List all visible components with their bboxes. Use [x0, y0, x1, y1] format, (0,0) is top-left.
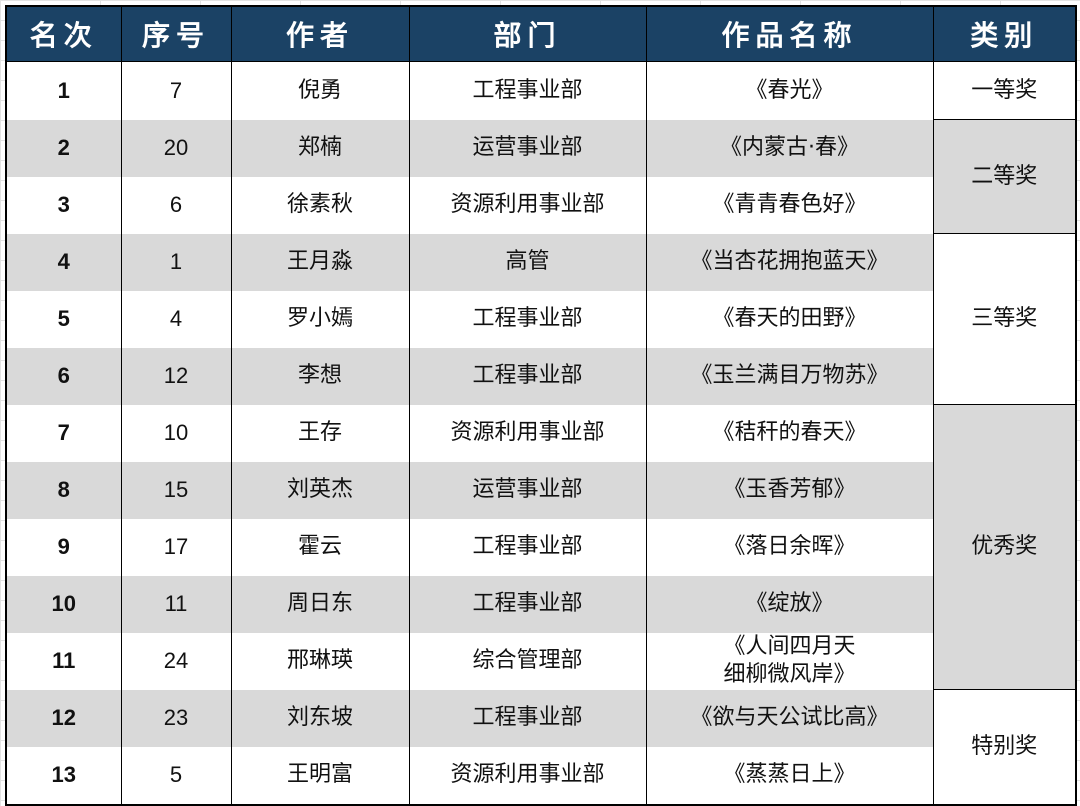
table-row: 4 1 王月淼 高管 《当杏花拥抱蓝天》 三等奖 [5, 233, 1077, 405]
table-row: 13 5 王明富 资源利用事业部 《蒸蒸日上》 [5, 746, 1076, 805]
category-cell: 二等奖 [932, 119, 1077, 234]
work-title-cell: 《欲与天公试比高》 [645, 689, 934, 747]
work-title-cell: 《人间四月天 细柳微风岸》 [645, 632, 934, 690]
department-cell: 高管 [408, 233, 647, 291]
author-cell: 霍云 [230, 518, 410, 576]
number-cell: 24 [120, 632, 232, 690]
department-cell: 工程事业部 [408, 689, 647, 747]
rank-cell: 1 [5, 61, 122, 120]
rank-cell: 12 [5, 689, 122, 747]
rank-cell: 2 [5, 119, 122, 177]
author-cell: 刘英杰 [230, 461, 410, 519]
category-cell: 优秀奖 [932, 404, 1077, 690]
header-department: 部门 [408, 6, 647, 62]
table-row: 7 10 王存 资源利用事业部 《秸秆的春天》 优秀奖 [5, 404, 1077, 690]
work-title-cell: 《春光》 [645, 61, 934, 120]
rank-cell: 5 [5, 290, 122, 348]
work-title-cell: 《玉兰满目万物苏》 [645, 347, 934, 405]
author-cell: 王存 [230, 404, 410, 462]
rank-cell: 6 [5, 347, 122, 405]
header-row: 名次 序号 作者 部门 作品名称 类别 [5, 6, 1077, 62]
author-cell: 李想 [230, 347, 410, 405]
number-cell: 17 [120, 518, 232, 576]
author-cell: 徐素秋 [230, 176, 410, 234]
author-cell: 倪勇 [230, 61, 410, 120]
department-cell: 运营事业部 [408, 461, 647, 519]
work-title-cell: 《绽放》 [645, 575, 934, 633]
department-cell: 工程事业部 [408, 61, 647, 120]
header-rank: 名次 [5, 6, 122, 62]
number-cell: 11 [120, 575, 232, 633]
rank-cell: 8 [5, 461, 122, 519]
number-cell: 15 [120, 461, 232, 519]
department-cell: 工程事业部 [408, 290, 647, 348]
department-cell: 工程事业部 [408, 575, 647, 633]
work-title-cell: 《春天的田野》 [645, 290, 934, 348]
number-cell: 1 [120, 233, 232, 291]
header-number: 序号 [120, 6, 232, 62]
department-cell: 综合管理部 [408, 632, 647, 690]
department-cell: 运营事业部 [408, 119, 647, 177]
author-cell: 郑楠 [230, 119, 410, 177]
number-cell: 6 [120, 176, 232, 234]
author-cell: 王月淼 [230, 233, 410, 291]
category-cell: 一等奖 [932, 61, 1077, 120]
number-cell: 12 [120, 347, 232, 405]
department-cell: 资源利用事业部 [408, 404, 647, 462]
header-author: 作者 [230, 6, 410, 62]
number-cell: 23 [120, 689, 232, 747]
author-cell: 周日东 [230, 575, 410, 633]
table-row: 6 12 李想 工程事业部 《玉兰满目万物苏》 [5, 347, 1076, 405]
rank-cell: 11 [5, 632, 122, 690]
number-cell: 10 [120, 404, 232, 462]
rank-cell: 13 [5, 746, 122, 805]
department-cell: 工程事业部 [408, 347, 647, 405]
author-cell: 邢琳瑛 [230, 632, 410, 690]
number-cell: 4 [120, 290, 232, 348]
table-row: 8 15 刘英杰 运营事业部 《玉香芳郁》 [5, 461, 1076, 519]
work-title-cell: 《青青春色好》 [645, 176, 934, 234]
department-cell: 工程事业部 [408, 518, 647, 576]
work-title-cell: 《落日余晖》 [645, 518, 934, 576]
number-cell: 20 [120, 119, 232, 177]
rank-cell: 4 [5, 233, 122, 291]
author-cell: 刘东坡 [230, 689, 410, 747]
author-cell: 王明富 [230, 746, 410, 805]
table-row: 3 6 徐素秋 资源利用事业部 《青青春色好》 [5, 176, 1076, 234]
department-cell: 资源利用事业部 [408, 176, 647, 234]
rank-cell: 10 [5, 575, 122, 633]
work-title-cell: 《当杏花拥抱蓝天》 [645, 233, 934, 291]
work-title-cell: 《内蒙古·春》 [645, 119, 934, 177]
author-cell: 罗小嫣 [230, 290, 410, 348]
work-title-cell: 《秸秆的春天》 [645, 404, 934, 462]
number-cell: 7 [120, 61, 232, 120]
number-cell: 5 [120, 746, 232, 805]
table-row: 2 20 郑楠 运营事业部 《内蒙古·春》 二等奖 [5, 119, 1077, 234]
header-work-title: 作品名称 [645, 6, 934, 62]
table-row: 9 17 霍云 工程事业部 《落日余晖》 [5, 518, 1076, 576]
department-cell: 资源利用事业部 [408, 746, 647, 805]
table-row: 5 4 罗小嫣 工程事业部 《春天的田野》 [5, 290, 1076, 348]
table-row: 10 11 周日东 工程事业部 《绽放》 [5, 575, 1076, 633]
category-cell: 特别奖 [932, 689, 1077, 805]
awards-table: 名次 序号 作者 部门 作品名称 类别 1 7 倪勇 工程事业部 《春光》 一等奖 2 20 郑… [5, 5, 1077, 806]
work-title-cell: 《玉香芳郁》 [645, 461, 934, 519]
category-cell: 三等奖 [932, 233, 1077, 405]
work-title-cell: 《蒸蒸日上》 [645, 746, 934, 805]
rank-cell: 9 [5, 518, 122, 576]
table-row: 11 24 邢琳瑛 综合管理部 《人间四月天 细柳微风岸》 [5, 632, 1076, 690]
rank-cell: 3 [5, 176, 122, 234]
rank-cell: 7 [5, 404, 122, 462]
header-category: 类别 [932, 6, 1077, 62]
table-row: 1 7 倪勇 工程事业部 《春光》 一等奖 [5, 61, 1077, 120]
table-row: 12 23 刘东坡 工程事业部 《欲与天公试比高》 特别奖 [5, 689, 1077, 805]
